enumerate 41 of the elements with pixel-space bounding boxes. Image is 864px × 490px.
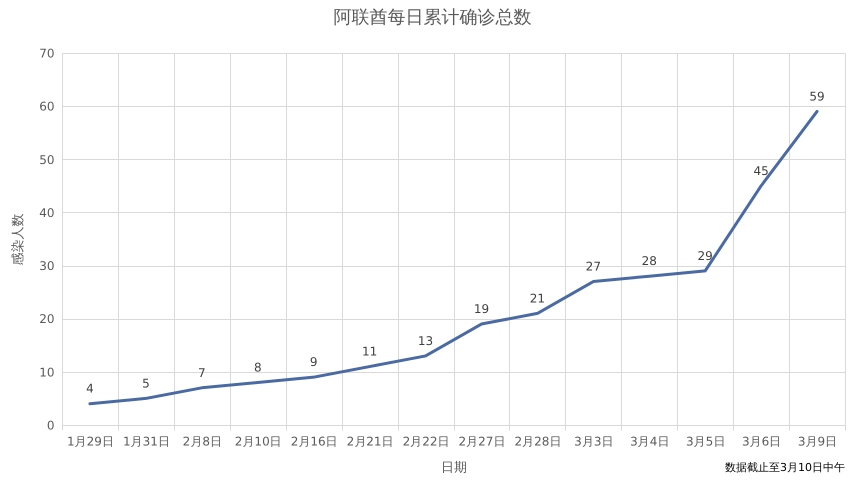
data-label: 9 xyxy=(310,355,318,370)
x-tick-label: 2月27日 xyxy=(458,434,506,448)
x-tick-label: 1月29日 xyxy=(67,434,114,448)
y-tick-label: 30 xyxy=(39,259,54,274)
x-tick-label: 2月16日 xyxy=(290,434,338,448)
x-axis-title: 日期 xyxy=(441,460,467,476)
y-axis-title: 感染人数 xyxy=(11,214,26,266)
y-tick-label: 60 xyxy=(39,100,54,114)
data-label: 5 xyxy=(142,376,150,390)
data-label: 21 xyxy=(530,291,546,306)
x-tick-label: 2月8日 xyxy=(182,434,222,448)
x-tick-label: 2月22日 xyxy=(402,434,450,448)
data-label: 45 xyxy=(753,164,769,178)
x-tick-label: 3月5日 xyxy=(686,434,726,448)
y-tick-label: 40 xyxy=(39,206,54,220)
text: 数据截止至3月10日中午 xyxy=(725,461,845,474)
data-label: 13 xyxy=(418,334,434,348)
line-series xyxy=(88,110,819,406)
x-tick-label: 3月6日 xyxy=(742,434,782,448)
x-tick-label: 3月9日 xyxy=(798,434,838,448)
x-tick-label: 2月21日 xyxy=(346,434,394,448)
data-label: 28 xyxy=(642,254,657,268)
data-label: 7 xyxy=(198,366,206,380)
chart-title: 阿联酋每日累计确诊总数 xyxy=(334,7,532,28)
data-label: 27 xyxy=(586,260,601,274)
x-tick-label: 2月10日 xyxy=(234,434,282,448)
x-tick-label: 3月4日 xyxy=(630,434,670,448)
x-tick-label: 3月3日 xyxy=(574,434,614,448)
data-label: 19 xyxy=(474,302,490,316)
x-tick-label: 1月31日 xyxy=(122,434,170,448)
y-tick-label: 50 xyxy=(39,152,54,167)
x-tick-label: 2月28日 xyxy=(514,434,562,448)
data-label: 29 xyxy=(698,248,713,263)
data-label: 11 xyxy=(362,344,378,359)
y-tick-label: 0 xyxy=(46,418,54,432)
data-label: 8 xyxy=(254,360,262,374)
data-label: 4 xyxy=(86,382,94,396)
data-label: 59 xyxy=(809,89,825,104)
y-tick-label: 10 xyxy=(39,365,54,380)
y-tick-label: 20 xyxy=(39,312,54,326)
y-tick-label: 70 xyxy=(39,46,54,60)
